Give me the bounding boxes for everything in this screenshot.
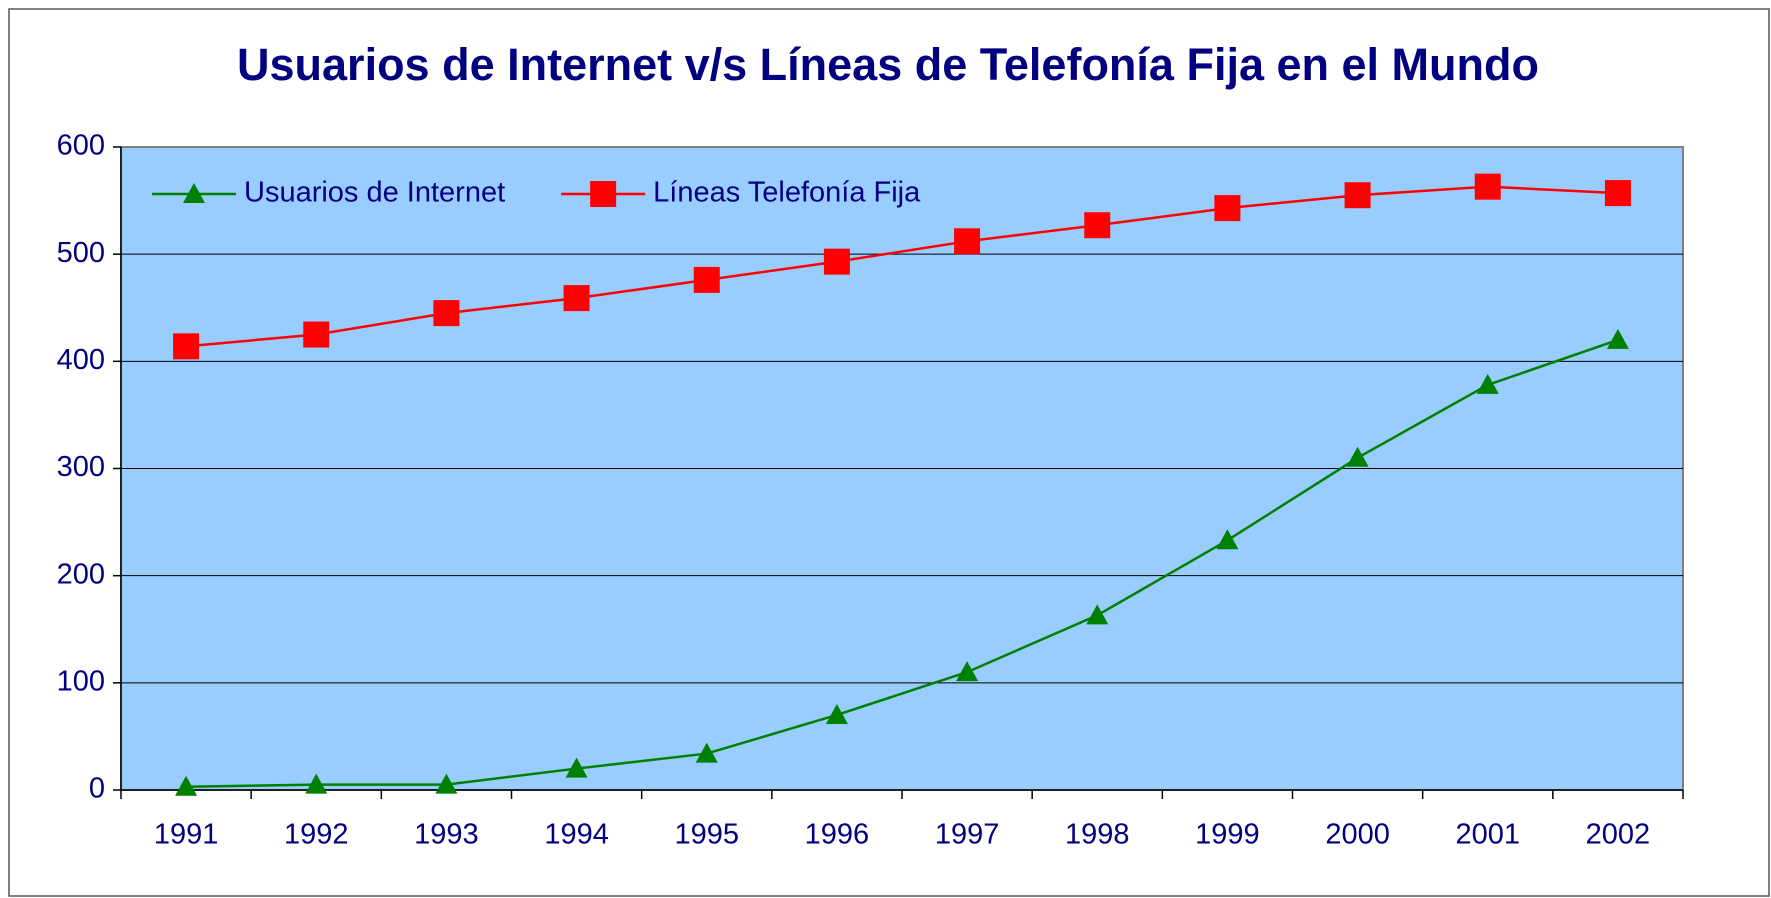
marker xyxy=(1084,212,1111,239)
marker xyxy=(565,757,588,778)
y-tick-label: 100 xyxy=(57,665,105,697)
marker xyxy=(1474,173,1501,200)
marker xyxy=(1476,373,1499,394)
y-tick-label: 600 xyxy=(57,130,105,162)
marker xyxy=(433,300,460,327)
x-tick-label: 2000 xyxy=(1325,819,1390,851)
x-tick-label: 1996 xyxy=(805,819,870,851)
legend-label: Líneas Telefonía Fija xyxy=(653,177,921,209)
x-tick-label: 1995 xyxy=(674,819,739,851)
marker xyxy=(590,181,617,207)
chart-title: Usuarios de Internet v/s Líneas de Telef… xyxy=(237,39,1539,90)
marker xyxy=(303,321,330,348)
marker xyxy=(435,773,458,794)
marker xyxy=(563,285,590,312)
marker xyxy=(1344,182,1371,209)
x-tick-label: 1999 xyxy=(1195,819,1260,851)
marker xyxy=(693,266,720,293)
x-tick-label: 1997 xyxy=(935,819,1000,851)
legend-label: Usuarios de Internet xyxy=(244,177,505,209)
marker xyxy=(825,703,848,724)
x-tick-label: 1991 xyxy=(154,819,219,851)
marker xyxy=(1606,328,1629,349)
x-tick-label: 2001 xyxy=(1455,819,1520,851)
marker xyxy=(183,183,205,203)
series-line xyxy=(186,338,1619,789)
marker xyxy=(175,775,198,796)
y-tick-label: 500 xyxy=(57,237,105,269)
y-tick-label: 0 xyxy=(89,773,105,805)
marker xyxy=(1216,529,1239,550)
marker xyxy=(695,742,718,763)
x-tick-label: 1998 xyxy=(1065,819,1130,851)
x-tick-label: 1993 xyxy=(414,819,479,851)
marker xyxy=(956,661,979,682)
marker xyxy=(823,248,850,275)
x-tick-label: 2002 xyxy=(1586,819,1651,851)
x-tick-label: 1992 xyxy=(284,819,349,851)
marker xyxy=(1086,604,1109,625)
series-line xyxy=(185,185,1618,348)
marker xyxy=(1604,180,1631,207)
y-tick-label: 400 xyxy=(57,344,105,376)
y-tick-label: 300 xyxy=(57,451,105,483)
marker xyxy=(305,773,328,794)
y-tick-label: 200 xyxy=(57,558,105,590)
marker xyxy=(173,333,200,360)
marker xyxy=(954,228,981,255)
x-tick-label: 1994 xyxy=(544,819,609,851)
marker xyxy=(1214,195,1241,222)
marker xyxy=(1346,446,1369,467)
